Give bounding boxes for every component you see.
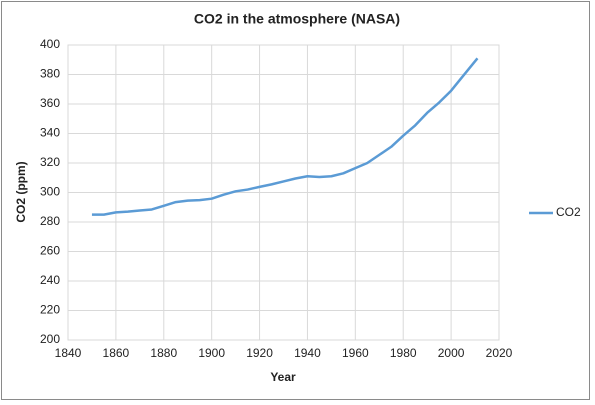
x-tick-label: 1860 xyxy=(103,346,130,360)
y-tick-label: 380 xyxy=(40,67,60,81)
y-tick-label: 220 xyxy=(40,303,60,317)
y-tick-label: 260 xyxy=(40,244,60,258)
chart-border xyxy=(1,1,590,400)
x-tick-label: 2020 xyxy=(486,346,513,360)
y-tick-label: 200 xyxy=(40,332,60,346)
x-tick-label: 1920 xyxy=(246,346,273,360)
y-tick-label: 280 xyxy=(40,214,60,228)
x-tick-label: 1840 xyxy=(55,346,82,360)
y-tick-label: 360 xyxy=(40,96,60,110)
x-tick-label: 1980 xyxy=(390,346,417,360)
chart-title: CO2 in the atmosphere (NASA) xyxy=(194,11,400,27)
data-line xyxy=(91,57,479,216)
x-tick-label: 2000 xyxy=(438,346,465,360)
y-tick-label: 400 xyxy=(40,37,60,51)
y-tick-label: 240 xyxy=(40,273,60,287)
y-tick-label: 300 xyxy=(40,185,60,199)
x-tick-label: 1900 xyxy=(198,346,225,360)
x-tick-label: 1960 xyxy=(342,346,369,360)
x-tick-label: 1940 xyxy=(294,346,321,360)
y-tick-label: 340 xyxy=(40,126,60,140)
x-tick-label: 1880 xyxy=(150,346,177,360)
y-axis-label: CO2 (ppm) xyxy=(14,161,28,222)
x-axis-label: Year xyxy=(270,370,296,384)
y-tick-label: 320 xyxy=(40,155,60,169)
legend-label: CO2 xyxy=(556,205,581,219)
